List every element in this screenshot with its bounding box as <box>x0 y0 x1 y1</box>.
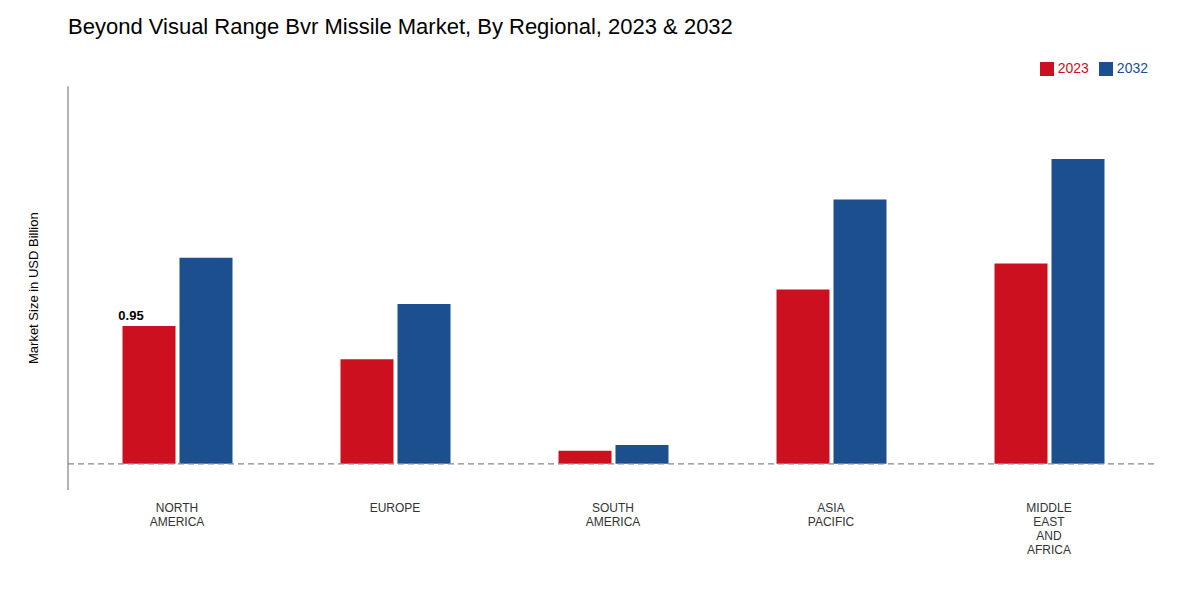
svg-text:EUROPE: EUROPE <box>370 501 421 515</box>
html-text:2023: 2023 <box>1057 60 1089 76</box>
html-text:2032: 2032 <box>1116 60 1148 76</box>
svg-text:ASIAPACIFIC: ASIAPACIFIC <box>808 501 855 529</box>
svg-text:0.95: 0.95 <box>118 308 143 323</box>
svg-text:Market Size in USD Billion: Market Size in USD Billion <box>26 212 41 364</box>
svg-text:SOUTHAMERICA: SOUTHAMERICA <box>586 501 641 529</box>
html-text:Beyond Visual Range Bvr Missil: Beyond Visual Range Bvr Missile Market, … <box>68 14 733 39</box>
svg-text:MIDDLEEASTANDAFRICA: MIDDLEEASTANDAFRICA <box>1026 501 1071 557</box>
svg-text:NORTHAMERICA: NORTHAMERICA <box>150 501 205 529</box>
